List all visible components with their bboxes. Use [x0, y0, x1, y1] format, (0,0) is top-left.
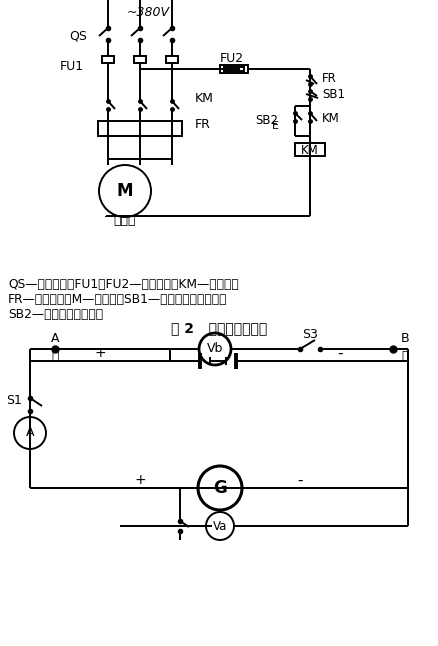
- Text: ~380V: ~380V: [127, 6, 170, 19]
- Text: 电动机: 电动机: [114, 213, 136, 227]
- Text: 点: 点: [51, 351, 59, 364]
- Text: FU2: FU2: [220, 52, 244, 65]
- Text: -: -: [337, 346, 343, 360]
- Bar: [102, 56, 114, 63]
- Text: S1: S1: [6, 395, 22, 408]
- Bar: [224, 67, 244, 71]
- Text: FU1: FU1: [60, 59, 84, 72]
- Circle shape: [14, 417, 46, 449]
- Text: FR: FR: [322, 72, 337, 85]
- Text: E: E: [272, 121, 279, 131]
- Text: B: B: [401, 333, 410, 346]
- Text: -: -: [297, 472, 303, 488]
- Text: Vb: Vb: [207, 342, 223, 355]
- Text: G: G: [213, 479, 227, 497]
- Text: 点: 点: [401, 351, 409, 364]
- Bar: [98, 121, 182, 136]
- Circle shape: [198, 466, 242, 510]
- Text: KM: KM: [322, 112, 340, 125]
- Bar: [134, 56, 146, 63]
- Text: M: M: [117, 182, 133, 200]
- Text: A: A: [26, 426, 34, 439]
- Text: KM: KM: [195, 92, 214, 105]
- Circle shape: [99, 165, 151, 217]
- Text: SB1: SB1: [322, 89, 345, 101]
- Text: S3: S3: [302, 329, 318, 342]
- Bar: [166, 56, 178, 63]
- Text: QS—刀闸开关；FU1、FU2—空气开关；KM—继电器；
FR—热继电器；M—电动机；SB1—停机按钮（常闭）；
SB2—启动按钮（常开）: QS—刀闸开关；FU1、FU2—空气开关；KM—继电器； FR—热继电器；M—电…: [8, 278, 239, 321]
- Text: 图 2   控制电路原理图: 图 2 控制电路原理图: [171, 321, 267, 335]
- Bar: [295, 143, 325, 156]
- Circle shape: [199, 333, 231, 365]
- Text: Va: Va: [213, 519, 227, 532]
- Circle shape: [206, 512, 234, 540]
- Bar: [220, 65, 248, 73]
- Text: QS: QS: [69, 30, 87, 43]
- Text: +: +: [94, 346, 106, 360]
- Text: A: A: [51, 333, 59, 346]
- Text: +: +: [134, 473, 146, 487]
- Text: FR: FR: [195, 118, 211, 132]
- Text: KM: KM: [301, 143, 319, 156]
- Text: SB2: SB2: [255, 114, 278, 127]
